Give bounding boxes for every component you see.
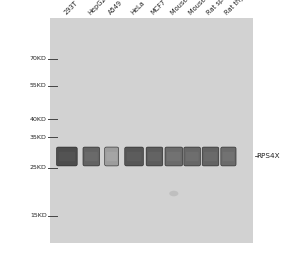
Text: A549: A549	[108, 0, 124, 16]
FancyBboxPatch shape	[223, 152, 234, 161]
FancyBboxPatch shape	[85, 152, 98, 161]
FancyBboxPatch shape	[186, 152, 199, 161]
Text: Mouse lung: Mouse lung	[188, 0, 219, 16]
Text: Rat spleen: Rat spleen	[206, 0, 236, 16]
FancyBboxPatch shape	[167, 152, 181, 161]
FancyBboxPatch shape	[184, 147, 200, 166]
Text: 40KD: 40KD	[30, 117, 47, 122]
Text: MCF7: MCF7	[150, 0, 167, 16]
Text: HepG2: HepG2	[87, 0, 107, 16]
FancyBboxPatch shape	[165, 147, 183, 166]
FancyBboxPatch shape	[105, 147, 119, 166]
Text: 70KD: 70KD	[30, 56, 47, 61]
Text: Rat thymus: Rat thymus	[224, 0, 256, 16]
Text: Mouse spleen: Mouse spleen	[170, 0, 206, 16]
Bar	[50, 18, 253, 243]
FancyBboxPatch shape	[125, 147, 143, 166]
FancyBboxPatch shape	[221, 147, 236, 166]
FancyBboxPatch shape	[146, 147, 163, 166]
FancyBboxPatch shape	[148, 152, 161, 161]
Text: 15KD: 15KD	[30, 214, 47, 218]
Text: 55KD: 55KD	[30, 83, 47, 88]
FancyBboxPatch shape	[57, 147, 77, 166]
FancyBboxPatch shape	[204, 152, 217, 161]
FancyBboxPatch shape	[127, 152, 141, 161]
Text: 25KD: 25KD	[30, 165, 47, 170]
FancyBboxPatch shape	[106, 152, 117, 161]
FancyBboxPatch shape	[59, 152, 75, 161]
FancyBboxPatch shape	[83, 147, 100, 166]
Text: 35KD: 35KD	[30, 135, 47, 140]
FancyBboxPatch shape	[202, 147, 219, 166]
Text: RPS4X: RPS4X	[256, 153, 280, 159]
Text: HeLa: HeLa	[130, 0, 146, 16]
Text: 293T: 293T	[63, 0, 79, 16]
Ellipse shape	[169, 191, 178, 196]
